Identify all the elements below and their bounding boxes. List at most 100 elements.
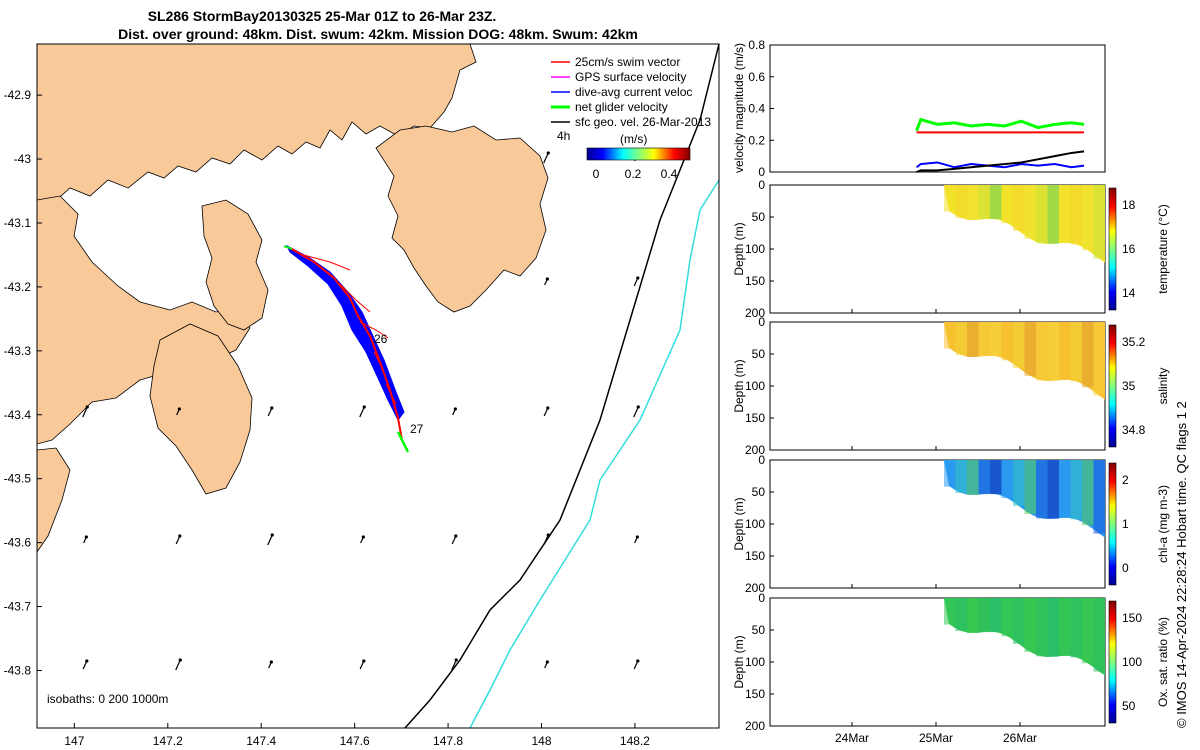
velocity-y-ticks: 0 0.2 0.4 0.6 0.8 — [748, 38, 774, 179]
legend-label-dive: dive-avg current veloc — [575, 85, 692, 99]
salinity-section-band — [1082, 322, 1094, 388]
speed-tick-0-2: 0.2 — [625, 167, 642, 181]
map-y-tick-label: -43.8 — [4, 663, 32, 677]
salinity-section-band — [1013, 322, 1025, 368]
geo-arrow-head — [362, 659, 366, 663]
temperature-section-band — [955, 185, 967, 218]
geo-arrow-head — [545, 660, 549, 664]
geo-arrow-shaft — [543, 152, 549, 164]
annotation-27: 27 — [410, 422, 424, 436]
salinity-section-depth-label: 100 — [745, 379, 765, 393]
geo-arrow-shaft — [359, 406, 365, 418]
temperature-section-band — [1047, 185, 1059, 244]
geo-arrow-head — [635, 535, 639, 539]
oxygen-section: 0 50 100 150 200 Depth (m) 50 100 150 Ox. sat. ra… — [732, 591, 1170, 733]
speed-colorbar-label: (m/s) — [620, 132, 647, 146]
salinity-section-depth-label: 50 — [752, 347, 766, 361]
chla-section-depth-label: 0 — [758, 453, 765, 467]
chla-section-depth-label: 150 — [745, 549, 765, 563]
chla-section-band — [1024, 460, 1036, 514]
speed-colorbar-gradient — [586, 147, 691, 161]
map-y-tick-label: -43.6 — [4, 536, 32, 550]
oxygen-section-depth-label: 50 — [752, 623, 766, 637]
chla-section-band — [955, 460, 967, 493]
net-velocity-track — [396, 431, 410, 453]
velocity-tick-label: 0 — [758, 165, 765, 179]
oxygen-section-cbar-tick: 100 — [1122, 655, 1142, 669]
salinity-section-cbar-tick: 35 — [1122, 379, 1136, 393]
speed-tick-0-4: 0.4 — [661, 167, 678, 181]
map-x-tick-label: 147.4 — [246, 734, 276, 748]
chla-section-depth-label: 50 — [752, 485, 766, 499]
oxygen-section-ylabel: Depth (m) — [732, 635, 746, 688]
geo-arrow-head — [454, 658, 458, 662]
legend-label-net: net glider velocity — [575, 100, 668, 114]
map-legend: 25cm/s swim vector GPS surface velocity … — [551, 55, 711, 129]
chla-section-ylabel: Depth (m) — [732, 497, 746, 550]
salinity-section-band — [1070, 322, 1082, 382]
map-x-tick-label: 147 — [64, 734, 84, 748]
chla-section-depth-label: 100 — [745, 517, 765, 531]
chla-section-band — [990, 460, 1002, 495]
geo-arrow-shaft — [267, 534, 273, 546]
oxygen-section-band — [944, 598, 956, 625]
map-x-tick-label: 147.6 — [340, 734, 370, 748]
chla-section-colorbar — [1108, 462, 1117, 586]
swim-vector-fringe — [299, 253, 397, 405]
temperature-section-band — [944, 185, 956, 212]
oxygen-section-band — [1093, 598, 1105, 672]
velocity-panel: 0 0.2 0.4 0.6 0.8 velocity magnitude (m/s) — [732, 38, 1106, 179]
geo-arrow-shaft — [175, 659, 181, 671]
chla-section-band — [1001, 460, 1013, 499]
chla-section-band — [1047, 460, 1059, 519]
oxygen-section-band — [1024, 598, 1036, 652]
chla-section-band — [1059, 460, 1071, 518]
oxygen-section-band — [1036, 598, 1048, 657]
temperature-section-band — [1001, 185, 1013, 224]
temperature-section-cbar-tick: 16 — [1122, 242, 1136, 256]
temperature-section-band — [1093, 185, 1105, 259]
salinity-section-band — [990, 322, 1002, 357]
net-velocity-start — [283, 245, 293, 250]
geo-arrow-head — [361, 535, 365, 539]
oxygen-section-band — [1047, 598, 1059, 657]
chla-section-band — [1013, 460, 1025, 506]
glider-track — [283, 244, 410, 453]
map-x-tick-label: 148 — [531, 734, 551, 748]
isobath-200 — [404, 43, 720, 729]
geo-arrow-shaft — [543, 534, 549, 546]
salinity-section-band — [1036, 322, 1048, 381]
geo-arrow-shaft — [451, 659, 457, 671]
map-y-tick-label: -43.1 — [4, 216, 32, 230]
map-panel: 4h 26 27 25cm/s swim vector GPS surface … — [4, 43, 720, 748]
oxygen-section-band — [978, 598, 990, 633]
temperature-section-band — [1070, 185, 1082, 245]
time-tick-26mar: 26Mar — [1003, 731, 1037, 745]
temperature-section-band — [1059, 185, 1071, 243]
copyright-note: © IMOS 14-Apr-2024 22:28:24 Hobart time.… — [1174, 401, 1189, 728]
oxygen-section-cbar-label: Ox. sat. ratio (%) — [1156, 617, 1170, 707]
land-sw-corner — [37, 447, 71, 553]
salinity-section-ylabel: Depth (m) — [732, 359, 746, 412]
chla-section-cbar-tick: 2 — [1122, 473, 1129, 487]
map-x-tick-label: 148.2 — [620, 734, 650, 748]
oxygen-section-depth-label: 100 — [745, 655, 765, 669]
geo-arrow-head — [545, 277, 549, 281]
velocity-series — [915, 117, 1085, 173]
geo-arrow-head — [84, 535, 88, 539]
salinity-section-colorbar — [1108, 324, 1117, 448]
salinity-section-cbar-label: salinity — [1156, 368, 1170, 405]
geo-arrow-shaft — [633, 406, 639, 418]
salinity-section-band — [1001, 322, 1013, 361]
chla-section-depth-label: 200 — [745, 581, 765, 595]
geo-arrow-head — [362, 405, 366, 409]
velocity-series-net-glider-velocity — [915, 117, 1085, 132]
chla-section: 0 50 100 150 200 Depth (m) 0 1 2 chl-a (mg m-3) — [732, 453, 1170, 595]
velocity-tick-label: 0.6 — [748, 70, 765, 84]
chla-section-band — [1082, 460, 1094, 526]
oxygen-section-band — [1001, 598, 1013, 637]
isobath-1000 — [469, 179, 720, 729]
chla-section-cbar-label: chl-a (mg m-3) — [1156, 485, 1170, 563]
oxygen-section-cbar-tick: 150 — [1122, 611, 1142, 625]
salinity-section-cbar-tick: 35.2 — [1122, 335, 1146, 349]
